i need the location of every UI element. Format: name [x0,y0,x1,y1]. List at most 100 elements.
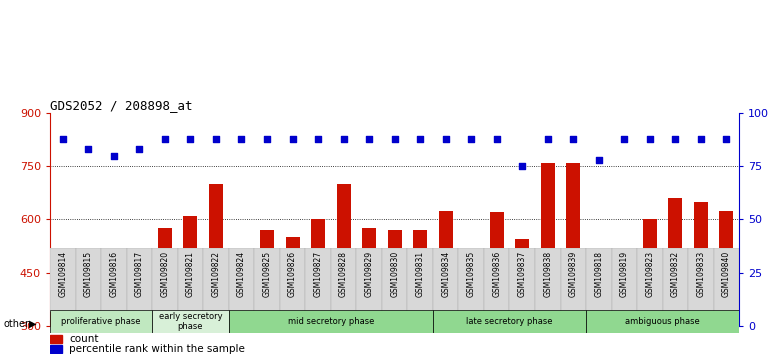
Text: GSM109815: GSM109815 [84,251,93,297]
Bar [458,248,484,312]
Bar [413,230,427,326]
Point [236,136,248,142]
Text: GSM109830: GSM109830 [390,251,399,297]
Bar [510,248,535,312]
Point [159,136,171,142]
Bar [663,248,688,312]
Text: GSM109831: GSM109831 [416,251,424,297]
Point [184,136,196,142]
Text: GSM109839: GSM109839 [569,251,578,297]
Bar [158,228,172,326]
Bar [178,248,203,312]
Bar [50,310,152,333]
Bar [714,248,739,312]
Bar [611,248,637,312]
Bar [433,248,458,312]
Bar [433,310,586,333]
Bar [515,239,529,326]
Text: GSM109818: GSM109818 [594,251,604,297]
Bar [668,198,682,326]
Bar [286,237,300,326]
Text: GSM109816: GSM109816 [109,251,119,297]
Point [337,136,350,142]
Text: GSM109819: GSM109819 [620,251,629,297]
Bar [535,248,561,312]
Text: early secretory
phase: early secretory phase [159,312,223,331]
Text: GSM109814: GSM109814 [59,251,67,297]
Bar [336,184,350,326]
Bar [331,248,357,312]
Text: GSM109832: GSM109832 [671,251,680,297]
Text: GSM109821: GSM109821 [186,251,195,297]
Point [108,153,120,159]
Text: GSM109833: GSM109833 [696,251,705,297]
Bar [229,310,433,333]
Bar [50,335,62,343]
Bar [55,258,70,326]
Bar [107,317,121,326]
Bar [484,248,510,312]
Text: GSM109837: GSM109837 [517,251,527,297]
Bar [439,211,453,326]
Point [440,136,452,142]
Text: percentile rank within the sample: percentile rank within the sample [69,344,245,354]
Text: GSM109826: GSM109826 [288,251,297,297]
Bar [132,266,146,326]
Bar [561,248,586,312]
Bar [566,163,581,326]
Bar [719,211,734,326]
Text: GSM109827: GSM109827 [313,251,323,297]
Text: GSM109835: GSM109835 [467,251,476,297]
Text: GSM109840: GSM109840 [722,251,731,297]
Text: GDS2052 / 208898_at: GDS2052 / 208898_at [50,99,192,112]
Bar [234,258,249,326]
Bar [541,163,555,326]
Point [720,136,732,142]
Point [465,136,477,142]
Text: GSM109820: GSM109820 [160,251,169,297]
Point [567,136,580,142]
Point [593,157,605,163]
Bar [490,212,504,326]
Bar [311,219,325,326]
Point [541,136,554,142]
Bar [280,248,305,312]
Bar [387,230,402,326]
Point [57,136,69,142]
Text: GSM109824: GSM109824 [237,251,246,297]
Text: other: other [4,319,30,329]
Point [414,136,427,142]
Point [133,147,146,152]
Bar [126,248,152,312]
Bar [382,248,407,312]
Text: mid secretory phase: mid secretory phase [288,317,374,326]
Text: GSM109834: GSM109834 [441,251,450,297]
Text: GSM109829: GSM109829 [365,251,373,297]
Bar [152,248,178,312]
Text: GSM109825: GSM109825 [263,251,272,297]
Bar [203,248,229,312]
Text: GSM109838: GSM109838 [544,251,552,297]
Bar [592,315,606,326]
Point [695,136,707,142]
Bar [357,248,382,312]
Bar [362,228,376,326]
Bar [260,230,274,326]
Bar [254,248,280,312]
Point [644,136,656,142]
Text: count: count [69,334,99,344]
Bar [50,248,75,312]
Text: GSM109828: GSM109828 [339,251,348,297]
Bar [694,202,708,326]
Text: ambiguous phase: ambiguous phase [625,317,700,326]
Point [82,147,95,152]
Point [388,136,400,142]
Text: proliferative phase: proliferative phase [62,317,141,326]
Bar [464,306,478,326]
Text: late secretory phase: late secretory phase [466,317,553,326]
Point [312,136,324,142]
Bar [183,216,197,326]
Bar [637,248,663,312]
Point [490,136,503,142]
Text: GSM109822: GSM109822 [212,251,220,297]
